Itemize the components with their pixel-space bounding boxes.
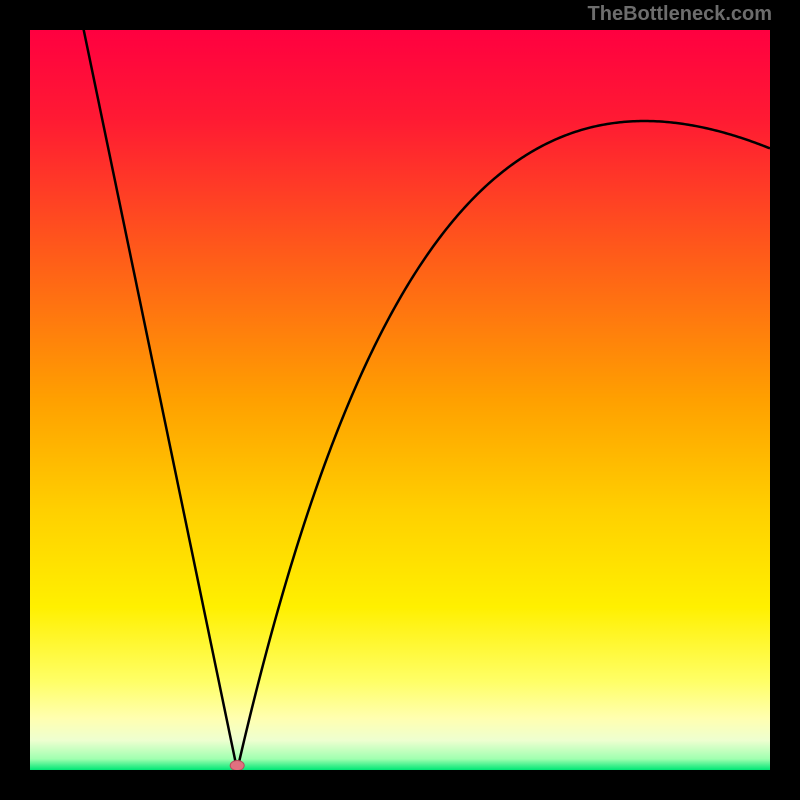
valley-marker	[230, 761, 244, 770]
plot-svg	[30, 30, 770, 770]
plot-area	[30, 30, 770, 770]
gradient-background	[30, 30, 770, 770]
attribution-text: TheBottleneck.com	[588, 3, 772, 26]
